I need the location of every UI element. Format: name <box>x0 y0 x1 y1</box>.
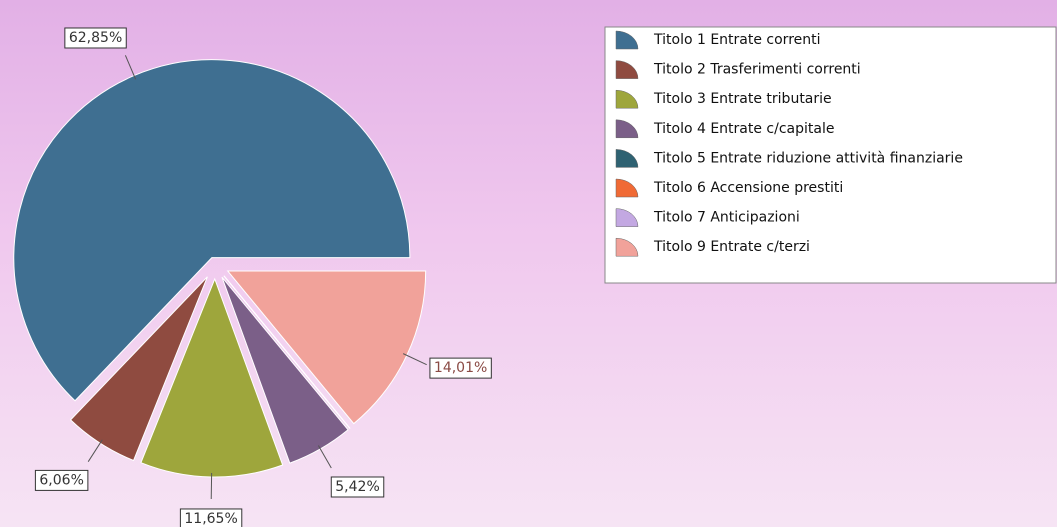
legend-label: Titolo 5 Entrate riduzione attività fina… <box>653 150 963 166</box>
legend-label: Titolo 9 Entrate c/terzi <box>653 239 810 255</box>
data-label-box <box>179 508 243 527</box>
legend-box <box>604 26 1057 284</box>
legend-swatch <box>615 60 639 79</box>
data-label: 11,65% <box>184 511 237 527</box>
legend-swatch <box>615 149 639 168</box>
data-label-box <box>429 357 492 379</box>
legend-swatch <box>615 89 639 109</box>
data-label: 62,85% <box>69 30 122 46</box>
legend-label: Titolo 1 Entrate correnti <box>653 32 821 48</box>
data-label: 5,42% <box>335 479 379 495</box>
legend-swatch <box>615 119 639 139</box>
legend-label: Titolo 7 Anticipazioni <box>653 210 800 226</box>
data-label: 6,06% <box>39 472 83 488</box>
legend-swatch <box>615 178 639 198</box>
leader-line <box>317 445 332 469</box>
legend-label: Titolo 2 Trasferimenti correnti <box>653 62 861 78</box>
data-label-box <box>330 476 385 498</box>
data-label: 14,01% <box>434 360 487 376</box>
leader-line <box>402 353 427 366</box>
legend-swatch <box>615 30 639 50</box>
data-label-box <box>34 469 89 491</box>
leader-line <box>87 439 103 462</box>
data-label-box <box>64 27 127 49</box>
legend-swatch <box>615 208 639 227</box>
legend-label: Titolo 4 Entrate c/capitale <box>653 121 834 137</box>
legend-label: Titolo 3 Entrate tributarie <box>653 91 832 107</box>
legend-label: Titolo 6 Accensione prestiti <box>653 180 843 196</box>
legend-swatch <box>615 237 639 257</box>
leader-line <box>124 55 137 80</box>
